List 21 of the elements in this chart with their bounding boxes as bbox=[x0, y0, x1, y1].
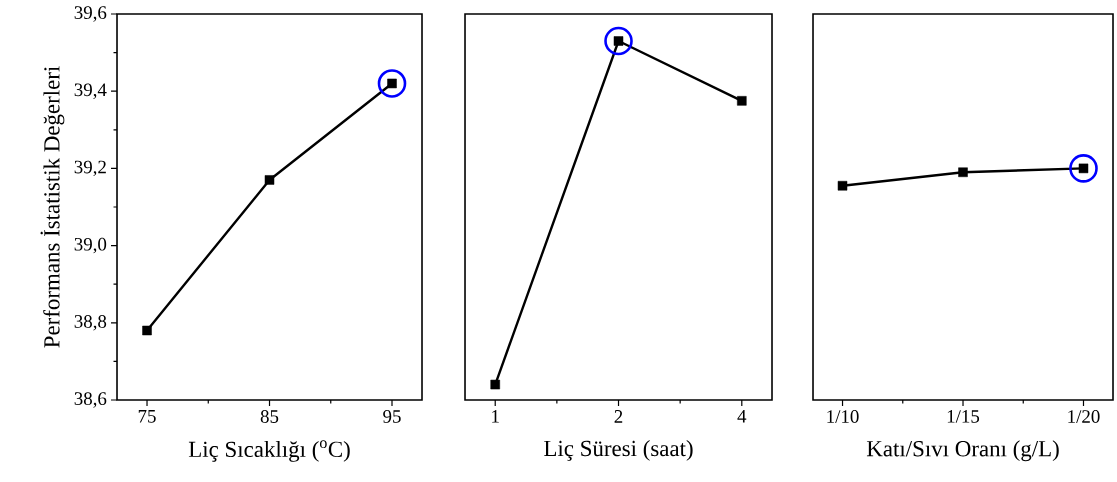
x-tick-label: 1/15 bbox=[947, 410, 980, 423]
y-tick-label: 39,6 bbox=[74, 6, 107, 22]
x-tick-label: 95 bbox=[383, 410, 401, 423]
y-axis-title: Performans İstatistik Değerleri bbox=[40, 66, 65, 348]
x-axis-title: Liç Sıcaklığı ($^{o}$C) bbox=[188, 440, 350, 462]
x-tick-label: 75 bbox=[138, 410, 156, 423]
y-tick-label: 38,8 bbox=[74, 315, 107, 331]
x-tick-label: 4 bbox=[737, 410, 747, 423]
x-tick-label: 1 bbox=[492, 410, 499, 423]
point bbox=[142, 325, 152, 336]
point bbox=[264, 175, 275, 185]
y-tick-label: 38,6 bbox=[74, 392, 107, 408]
x-axis-title: Katı/Sıvı Oranı (g/L) bbox=[866, 440, 1059, 462]
x-axis-title: Liç Süresi (saat) bbox=[544, 440, 693, 461]
x-tick-label: 1/10 bbox=[827, 410, 859, 423]
y-tick-label: 39,4 bbox=[74, 83, 107, 99]
x-tick-label: 85 bbox=[260, 410, 279, 423]
x-tick-label: 2 bbox=[614, 410, 623, 423]
y-tick-label: 39,0 bbox=[74, 237, 107, 254]
x-tick-label: 1/20 bbox=[1068, 410, 1100, 423]
y-tick-label: 39,2 bbox=[74, 160, 106, 177]
